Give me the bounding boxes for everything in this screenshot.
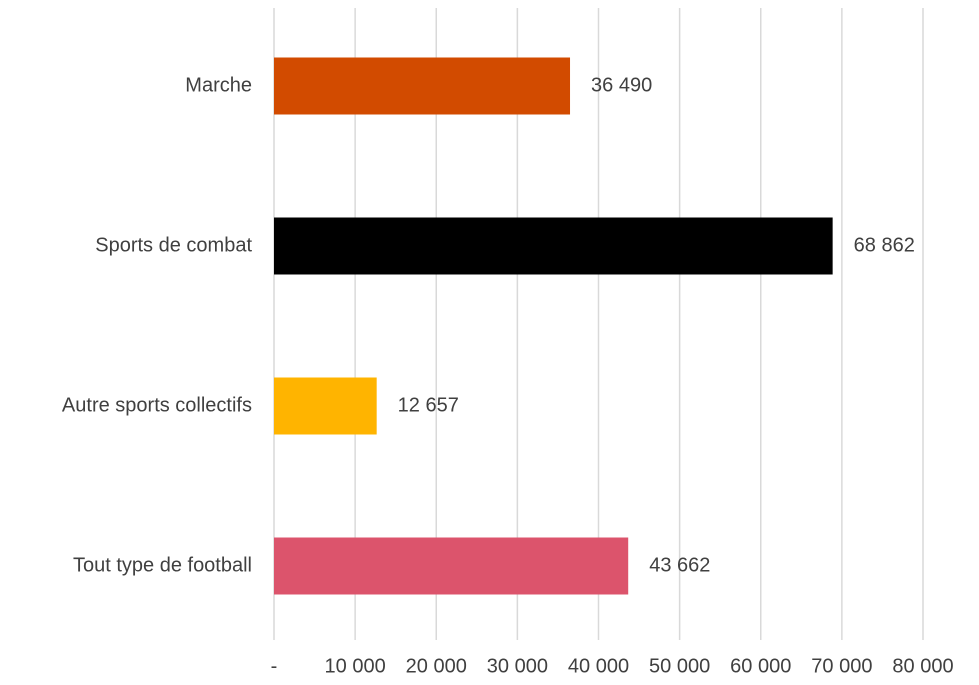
x-tick-label: - bbox=[271, 655, 278, 677]
x-tick-label: 40 000 bbox=[568, 655, 629, 677]
bar bbox=[274, 537, 629, 595]
data-label: 36 490 bbox=[591, 74, 652, 96]
bar bbox=[274, 217, 833, 275]
bar bbox=[274, 57, 571, 115]
x-tick-label: 60 000 bbox=[730, 655, 791, 677]
x-axis-tick-labels: - 10 000 20 000 30 000 40 000 50 000 60 000 70 … bbox=[271, 655, 954, 677]
x-tick-label: 70 000 bbox=[811, 655, 872, 677]
x-tick-label: 10 000 bbox=[325, 655, 386, 677]
x-tick-label: 30 000 bbox=[487, 655, 548, 677]
category-label: Autre sports collectifs bbox=[62, 394, 252, 416]
data-label: 43 662 bbox=[649, 554, 710, 576]
category-label: Sports de combat bbox=[95, 234, 252, 256]
category-label: Marche bbox=[185, 74, 252, 96]
data-label: 68 862 bbox=[854, 234, 915, 256]
x-tick-label: 50 000 bbox=[649, 655, 710, 677]
data-label: 12 657 bbox=[398, 394, 459, 416]
x-tick-label: 20 000 bbox=[406, 655, 467, 677]
bar bbox=[274, 377, 377, 435]
category-labels: Marche Sports de combat Autre sports colle… bbox=[62, 74, 253, 576]
category-label: Tout type de football bbox=[73, 554, 252, 576]
x-tick-label: 80 000 bbox=[892, 655, 953, 677]
bars bbox=[274, 57, 833, 595]
value-labels: 36 490 68 862 12 657 43 662 bbox=[398, 74, 915, 576]
